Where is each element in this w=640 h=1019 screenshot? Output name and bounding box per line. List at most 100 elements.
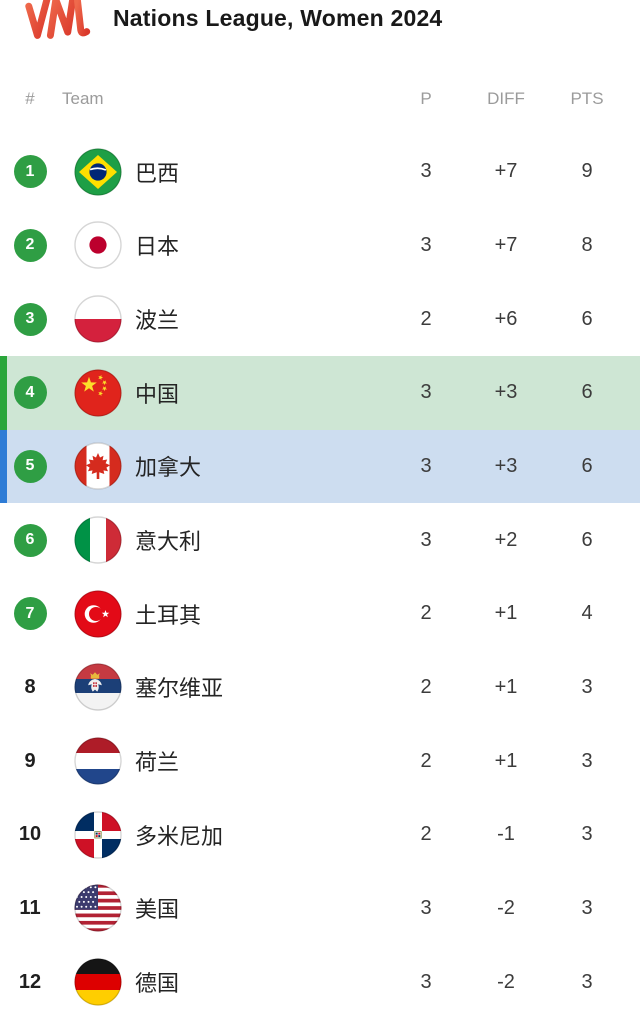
team-name: 中国 (135, 381, 180, 407)
brazil-flag-icon (74, 148, 122, 196)
table-row[interactable]: 1 巴西 3 +7 9 (0, 135, 640, 209)
played-value: 3 (420, 454, 432, 477)
team-name: 意大利 (135, 529, 202, 555)
turkey-flag-icon (74, 590, 122, 638)
serbia-flag-icon (74, 663, 122, 712)
dominican-republic-flag-icon (74, 811, 122, 859)
rank-cell: 4 (0, 376, 60, 410)
rank-cell: 2 (0, 228, 60, 262)
pts-value: 6 (581, 528, 593, 551)
pts-value: 4 (581, 602, 593, 625)
highlight-bar (0, 355, 7, 430)
pts-value: 3 (581, 675, 593, 698)
pts-value: 3 (581, 823, 593, 846)
rank-badge: 6 (13, 523, 47, 557)
pts-value: 6 (581, 381, 593, 404)
pts-value: 3 (581, 749, 593, 772)
played-value: 2 (420, 602, 432, 625)
played-value: 2 (420, 823, 432, 846)
table-row[interactable]: 2 日本 3 +7 8 (0, 209, 640, 283)
rank-number: 10 (18, 823, 42, 846)
played-value: 3 (420, 160, 432, 183)
rank-number: 9 (24, 749, 36, 772)
rank-badge: 2 (13, 228, 47, 262)
rank-cell: 8 (0, 676, 60, 699)
table-row[interactable]: 8 塞尔维亚 2 +1 3 (0, 651, 640, 725)
usa-flag-icon (74, 884, 122, 933)
rank-cell: 10 (0, 823, 60, 846)
column-header-row: # Team P DIFF PTS (0, 89, 640, 111)
col-points: PTS (570, 89, 604, 108)
table-row[interactable]: 6 意大利 3 +2 6 (0, 503, 640, 577)
table-row[interactable]: 12 德国 3 -2 3 (0, 945, 640, 1019)
diff-value: +1 (494, 675, 518, 698)
col-rank: # (25, 89, 35, 108)
netherlands-flag-icon (74, 737, 122, 785)
played-value: 3 (420, 970, 432, 993)
col-played: P (420, 89, 432, 108)
table-row[interactable]: 9 荷兰 2 +1 3 (0, 724, 640, 798)
played-value: 3 (420, 528, 432, 551)
rank-badge: 7 (13, 597, 47, 631)
pts-value: 6 (581, 454, 593, 477)
team-name: 波兰 (135, 308, 180, 334)
diff-value: -2 (497, 896, 515, 919)
diff-value: +3 (494, 381, 518, 404)
rank-badge: 3 (13, 302, 47, 336)
diff-value: +6 (494, 307, 518, 330)
poland-flag-icon (74, 295, 122, 343)
table-row[interactable]: 5 加拿大 3 +3 6 (0, 429, 640, 504)
page-title: Nations League, Women 2024 (113, 5, 443, 31)
diff-value: +3 (494, 454, 518, 477)
pts-value: 3 (581, 970, 593, 993)
rank-cell: 3 (0, 302, 60, 336)
highlight-bar (0, 429, 7, 504)
team-name: 巴西 (135, 160, 180, 186)
rank-badge: 1 (13, 155, 47, 189)
rank-number: 11 (19, 896, 41, 919)
rank-cell: 6 (0, 523, 60, 557)
china-flag-icon (74, 369, 122, 417)
rank-cell: 11 (0, 897, 60, 920)
pts-value: 3 (581, 896, 593, 919)
italy-flag-icon (74, 516, 122, 564)
canada-flag-icon (74, 442, 122, 491)
pts-value: 9 (581, 160, 593, 183)
rank-cell: 7 (0, 597, 60, 631)
team-name: 加拿大 (135, 455, 202, 481)
table-row[interactable]: 4 中国 3 +3 6 (0, 355, 640, 430)
rank-number: 8 (24, 675, 36, 698)
rank-cell: 1 (0, 155, 60, 189)
table-row[interactable]: 7 土耳其 2 +1 4 (0, 577, 640, 651)
germany-flag-icon (74, 958, 122, 1006)
pts-value: 6 (581, 307, 593, 330)
diff-value: -2 (497, 970, 515, 993)
diff-value: +2 (494, 528, 518, 551)
table-row[interactable]: 10 多米尼加 2 -1 3 (0, 798, 640, 872)
diff-value: +7 (494, 233, 518, 256)
diff-value: -1 (497, 823, 515, 846)
team-name: 日本 (135, 234, 180, 260)
team-name: 多米尼加 (135, 823, 224, 849)
rank-cell: 9 (0, 750, 60, 773)
table-row[interactable]: 3 波兰 2 +6 6 (0, 282, 640, 356)
team-name: 荷兰 (135, 750, 180, 776)
col-diff: DIFF (487, 89, 525, 108)
standings-list: 1 巴西 3 +7 9 2 日本 3 +7 8 3 波兰 2 +6 6 4 中 (0, 135, 640, 1019)
played-value: 2 (420, 307, 432, 330)
rank-cell: 12 (0, 971, 60, 994)
team-name: 土耳其 (135, 602, 202, 628)
pts-value: 8 (581, 233, 593, 256)
col-team: Team (62, 89, 104, 108)
played-value: 3 (420, 233, 432, 256)
rank-cell: 5 (0, 449, 60, 483)
diff-value: +7 (494, 160, 518, 183)
played-value: 2 (420, 675, 432, 698)
team-name: 美国 (135, 897, 180, 923)
japan-flag-icon (74, 221, 122, 270)
played-value: 3 (420, 381, 432, 404)
table-row[interactable]: 11 美国 3 -2 3 (0, 872, 640, 946)
played-value: 2 (420, 749, 432, 772)
vnl-logo-icon (25, 0, 91, 39)
